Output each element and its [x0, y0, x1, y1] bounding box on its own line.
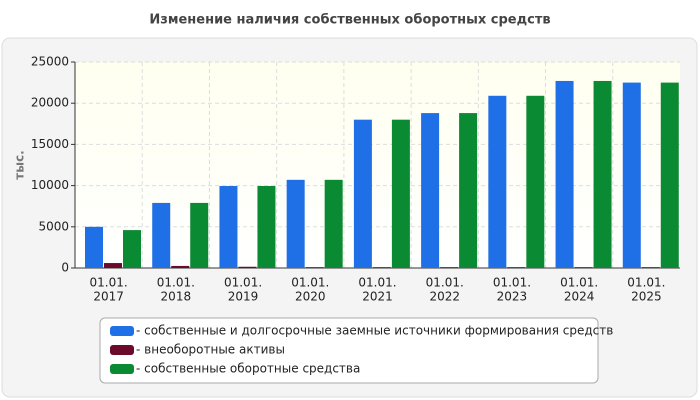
x-tick-label: 2017 [93, 290, 124, 304]
bar [660, 82, 679, 268]
x-tick-label: 2024 [564, 290, 595, 304]
x-tick-label: 01.01. [426, 276, 464, 290]
x-tick-label: 01.01. [627, 276, 665, 290]
bar [104, 263, 122, 268]
x-tick-label: 2021 [362, 290, 393, 304]
x-tick-label: 2018 [161, 290, 192, 304]
bar [459, 113, 478, 268]
bar [507, 267, 526, 268]
y-tick-label: 0 [61, 261, 69, 275]
bar [555, 80, 574, 269]
plot-area [75, 62, 680, 268]
x-tick-label: 01.01. [493, 276, 531, 290]
legend-label: - внеоборотные активы [136, 343, 285, 357]
legend-swatch [110, 326, 134, 336]
y-tick-label: 20000 [31, 96, 69, 110]
bar [391, 119, 410, 269]
x-tick-label: 01.01. [90, 276, 128, 290]
y-tick-label: 10000 [31, 178, 69, 192]
x-tick-label: 01.01. [291, 276, 329, 290]
x-tick-label: 01.01. [358, 276, 396, 290]
legend [99, 317, 599, 384]
legend-swatch [110, 364, 134, 374]
x-tick-label: 2025 [631, 290, 662, 304]
bar [593, 80, 612, 269]
bar [152, 202, 171, 268]
x-tick-label: 2019 [228, 290, 259, 304]
x-tick-label: 2023 [497, 290, 528, 304]
bar [123, 230, 141, 268]
bar [440, 267, 459, 268]
legend-label: - собственные оборотные средства [136, 362, 360, 376]
x-tick-label: 01.01. [560, 276, 598, 290]
bar [353, 119, 372, 269]
bar [85, 226, 103, 268]
bar [622, 82, 641, 268]
legend-swatch [110, 345, 134, 355]
bar [526, 95, 545, 268]
bar [305, 267, 324, 268]
x-tick-label: 2022 [429, 290, 460, 304]
x-tick-label: 2020 [295, 290, 326, 304]
y-tick-label: 5000 [38, 219, 69, 233]
y-tick-label: 15000 [31, 137, 69, 151]
bar [324, 179, 343, 268]
bar [421, 113, 440, 268]
bar [257, 186, 276, 268]
bar [641, 267, 660, 268]
y-tick-label: 25000 [31, 55, 69, 69]
x-tick-label: 01.01. [157, 276, 195, 290]
legend-label: - собственные и долгосрочные заемные ист… [136, 324, 613, 338]
y-axis-label: тыс. [13, 150, 27, 179]
bar [488, 95, 507, 268]
bar [574, 267, 593, 268]
bar [190, 202, 209, 268]
bar [372, 267, 391, 268]
bar [171, 265, 190, 268]
bar [286, 179, 305, 268]
x-tick-label: 01.01. [224, 276, 262, 290]
chart-title: Изменение наличия собственных оборотных … [149, 13, 550, 28]
bar [219, 186, 238, 268]
bar [238, 266, 257, 268]
